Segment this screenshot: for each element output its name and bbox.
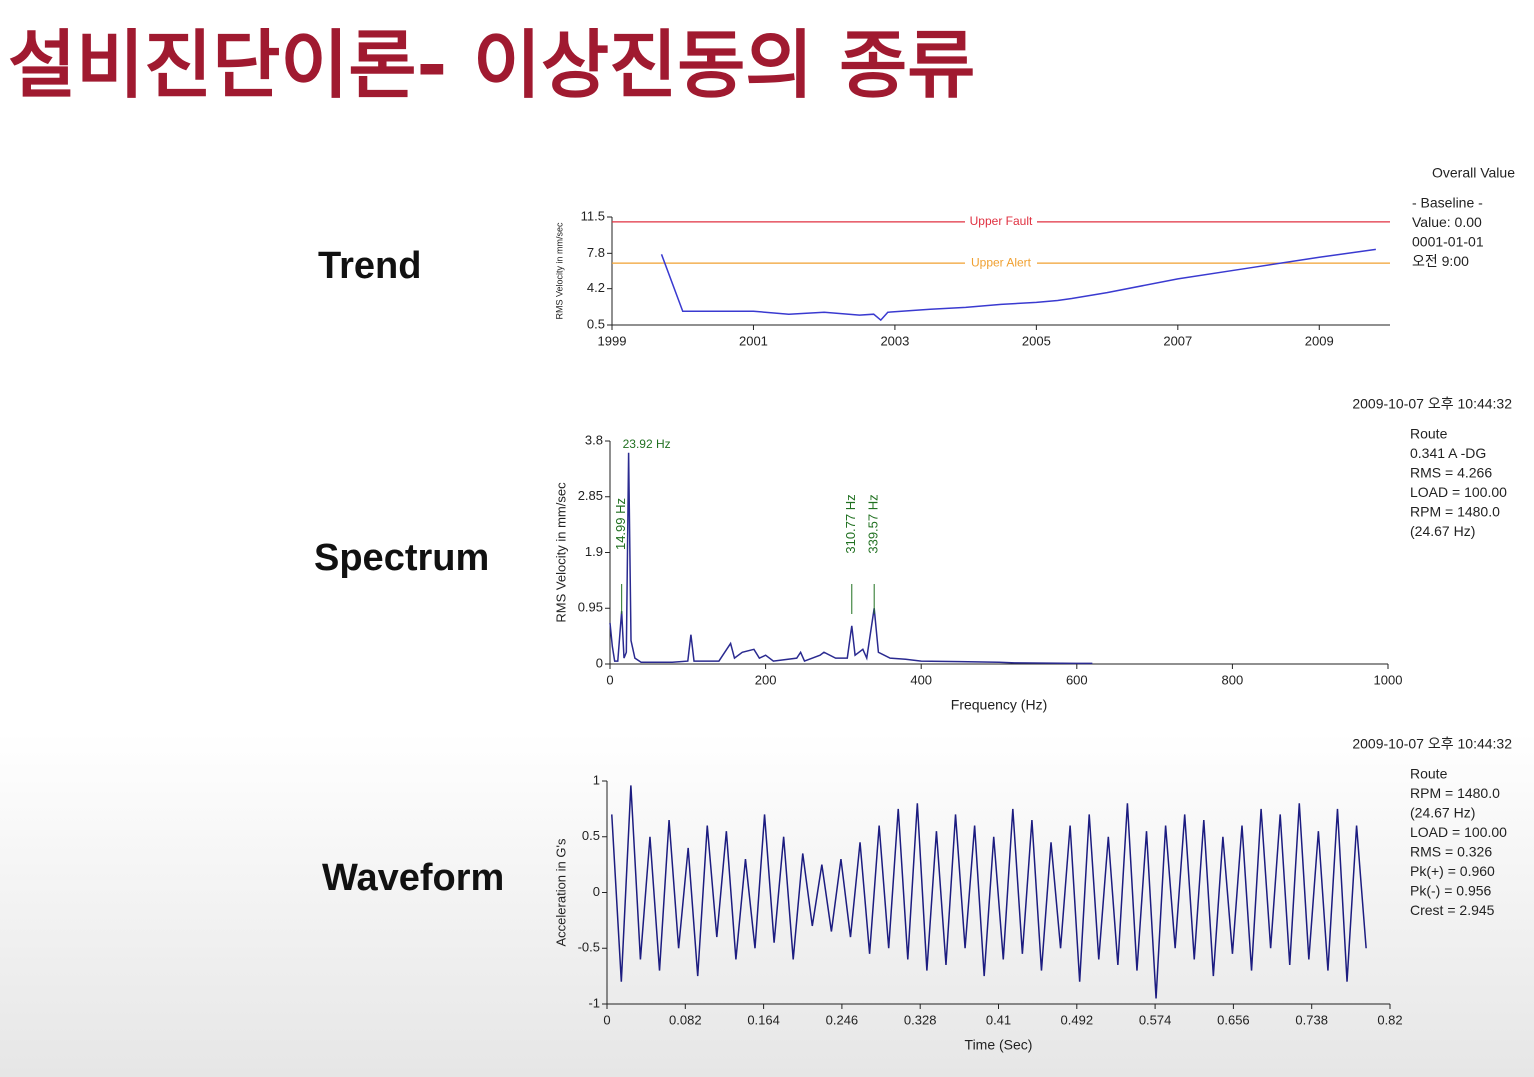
x-tick-label: 0.574 (1139, 1012, 1172, 1027)
y-tick-label: 7.8 (587, 245, 605, 260)
info-line: Route (1410, 426, 1448, 442)
threshold-label-bg (965, 255, 1037, 272)
x-tick-label: 600 (1066, 672, 1088, 687)
x-tick-label: 0.492 (1061, 1012, 1094, 1027)
info-line: Crest = 2.945 (1410, 902, 1495, 918)
annotation-label: 310.77 Hz (843, 494, 858, 553)
info-line: RPM = 1480.0 (1410, 785, 1500, 801)
threshold-label: Upper Fault (970, 214, 1033, 228)
y-tick-label: 0 (593, 884, 600, 899)
x-tick-label: 200 (755, 672, 777, 687)
y-tick-label: 4.2 (587, 280, 605, 295)
slide-title: 설비진단이론- 이상진동의 종류 (8, 23, 975, 109)
info-line: LOAD = 100.00 (1410, 484, 1507, 500)
info-line: RMS = 4.266 (1410, 465, 1492, 481)
timestamp: 2009-10-07 오후 10:44:32 (1352, 736, 1512, 752)
data-line (660, 248, 1376, 322)
x-tick-label: 0.656 (1217, 1012, 1250, 1027)
annotation-label: 339.57 Hz (866, 494, 881, 553)
x-tick-label: 1999 (598, 333, 627, 348)
y-tick-label: 0.95 (578, 600, 603, 615)
x-tick-label: 0.738 (1295, 1012, 1328, 1027)
x-tick-label: 0 (606, 672, 613, 687)
timestamp: 2009-10-07 오후 10:44:32 (1352, 396, 1512, 412)
chart-label: Trend (318, 245, 421, 287)
x-tick-label: 0.246 (826, 1012, 859, 1027)
data-line (611, 785, 1367, 999)
x-axis-label: Time (Sec) (965, 1037, 1033, 1053)
y-axis-label: Acceleration in G's (553, 838, 568, 946)
info-line: RPM = 1480.0 (1410, 504, 1500, 520)
info-line: 오전 9:00 (1412, 253, 1469, 269)
threshold-label-bg (965, 213, 1037, 230)
x-tick-label: 2005 (1022, 333, 1051, 348)
x-tick-label: 400 (910, 672, 932, 687)
info-line: (24.67 Hz) (1410, 523, 1475, 539)
x-tick-label: 0 (603, 1012, 610, 1027)
info-line: Pk(-) = 0.956 (1410, 883, 1492, 899)
x-tick-label: 800 (1222, 672, 1244, 687)
info-line: Value: 0.00 (1412, 214, 1482, 230)
y-tick-label: 0 (596, 655, 603, 670)
y-tick-label: 1 (593, 772, 600, 787)
info-line: - Baseline - (1412, 195, 1483, 211)
y-tick-label: 11.5 (581, 208, 605, 223)
y-tick-label: 2.85 (578, 488, 603, 503)
x-tick-label: 2001 (739, 333, 768, 348)
x-tick-label: 2007 (1163, 333, 1192, 348)
info-line: Overall Value (1432, 165, 1515, 181)
info-line: LOAD = 100.00 (1410, 824, 1507, 840)
x-tick-label: 0.328 (904, 1012, 937, 1027)
x-tick-label: 2009 (1305, 333, 1334, 348)
annotation-label: 23.92 Hz (623, 437, 671, 451)
y-tick-label: -1 (588, 995, 600, 1010)
y-axis-label: RMS Velocity in mm/sec (554, 222, 564, 320)
info-line: (24.67 Hz) (1410, 805, 1475, 821)
x-tick-label: 0.41 (986, 1012, 1011, 1027)
x-tick-label: 0.82 (1377, 1012, 1402, 1027)
annotation-label: 14.99 Hz (613, 498, 628, 550)
chart-label: Spectrum (314, 537, 489, 579)
chart-label: Waveform (322, 857, 504, 899)
threshold-label: Upper Alert (971, 255, 1032, 269)
y-tick-label: 0.5 (582, 828, 600, 843)
x-tick-label: 2003 (880, 333, 909, 348)
y-tick-label: 3.8 (585, 432, 603, 447)
info-line: Pk(+) = 0.960 (1410, 863, 1495, 879)
y-tick-label: -0.5 (578, 940, 600, 955)
y-axis-label: RMS Velocity in mm/sec (553, 482, 568, 623)
x-tick-label: 0.164 (747, 1012, 780, 1027)
x-tick-label: 0.082 (669, 1012, 702, 1027)
y-tick-label: 1.9 (585, 544, 603, 559)
info-line: Route (1410, 766, 1448, 782)
info-line: 0001-01-01 (1412, 234, 1484, 250)
x-axis-label: Frequency (Hz) (951, 697, 1047, 713)
y-tick-label: 0.5 (587, 316, 605, 331)
x-tick-label: 1000 (1374, 672, 1403, 687)
info-line: 0.341 A -DG (1410, 445, 1486, 461)
data-line (609, 452, 1093, 665)
info-line: RMS = 0.326 (1410, 844, 1492, 860)
